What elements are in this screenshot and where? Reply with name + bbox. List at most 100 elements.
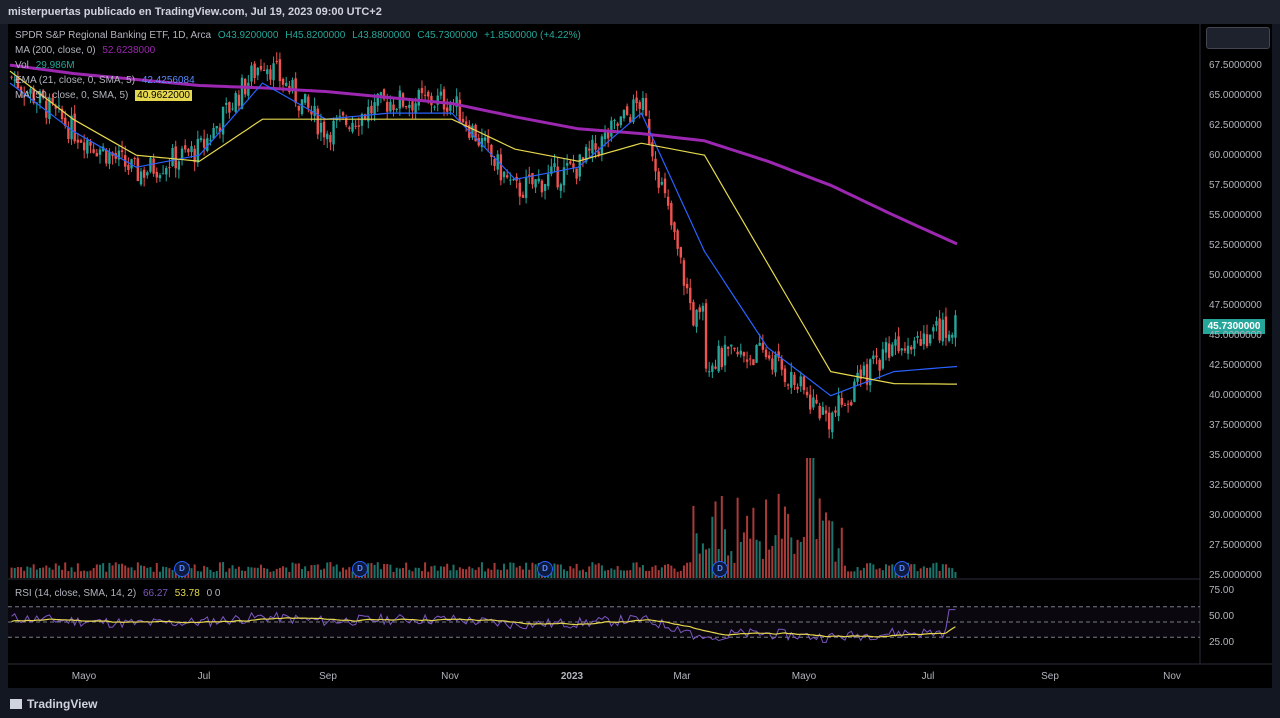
candle-body <box>793 374 796 385</box>
candle-body <box>689 287 692 304</box>
volume-bar <box>269 571 272 578</box>
volume-bar <box>622 570 625 578</box>
volume-bar <box>790 537 793 578</box>
rsi-tick: 75.00 <box>1209 585 1235 596</box>
candle-body <box>23 95 26 97</box>
volume-bar <box>919 568 922 578</box>
candle-body <box>692 302 695 326</box>
volume-bar <box>117 564 120 578</box>
volume-bar <box>458 567 461 578</box>
volume-bar <box>80 571 83 578</box>
candle-body <box>354 125 357 127</box>
volume-bar <box>664 564 667 578</box>
volume-bar <box>443 566 446 578</box>
volume-bar <box>348 567 351 578</box>
candle-body <box>266 69 269 75</box>
rsi-line <box>11 609 956 644</box>
candle-body <box>824 410 828 414</box>
candle-body <box>875 355 878 358</box>
volume-bar <box>948 567 951 578</box>
candle-body <box>780 358 784 370</box>
candle-body <box>26 92 29 94</box>
candle-body <box>38 91 42 103</box>
volume-bar <box>111 565 114 578</box>
scale-settings-button[interactable] <box>1206 27 1270 49</box>
candle-body <box>370 105 373 114</box>
volume-bar <box>585 571 588 578</box>
candle-body <box>351 122 354 132</box>
volume-bar <box>723 529 726 578</box>
volume-bar <box>490 569 493 578</box>
volume-bar <box>834 561 837 578</box>
candle-body <box>499 154 503 181</box>
candle-body <box>512 179 515 181</box>
volume-bar <box>351 571 354 578</box>
volume-bar <box>869 562 872 578</box>
candle-body <box>250 65 253 82</box>
candle-body <box>404 105 408 108</box>
volume-bar <box>13 567 16 578</box>
time-tick: Mar <box>673 671 691 682</box>
legend-volume-row: Vol 29.986M <box>15 60 75 71</box>
candle-body <box>483 137 487 141</box>
candle-body <box>338 115 342 117</box>
volume-bar <box>878 568 881 578</box>
ma50-line <box>9 70 957 385</box>
volume-bar <box>711 516 714 578</box>
candle-body <box>262 69 266 71</box>
volume-bar <box>155 562 158 578</box>
candle-body <box>670 202 673 226</box>
candle-body <box>868 359 872 386</box>
candle-body <box>730 344 733 347</box>
candle-body <box>139 171 143 185</box>
volume-bar <box>196 571 199 578</box>
volume-bar <box>487 568 490 578</box>
candle-body <box>941 319 944 342</box>
volume-bar <box>244 570 247 578</box>
volume-bar <box>708 548 711 578</box>
candle-body <box>714 366 717 369</box>
dividend-badge[interactable]: D <box>894 561 910 577</box>
volume-bar <box>559 564 562 578</box>
volume-bar <box>597 563 600 578</box>
candle-body <box>834 410 837 413</box>
ohlc-low: L43.8800000 <box>352 30 411 41</box>
candle-body <box>389 101 392 112</box>
candle-body <box>474 124 477 142</box>
price-tick: 35.0000000 <box>1209 450 1262 461</box>
volume-bar <box>42 567 45 578</box>
tradingview-logo[interactable]: TradingView <box>10 697 97 711</box>
volume-bar <box>342 567 345 578</box>
candle-body <box>64 117 67 127</box>
candle-body <box>41 90 45 98</box>
dividend-badge[interactable]: D <box>712 561 728 577</box>
candle-body <box>117 150 121 160</box>
price-tick: 30.0000000 <box>1209 510 1262 521</box>
candle-body <box>745 359 749 362</box>
volume-bar <box>165 567 168 578</box>
volume-bar <box>263 568 266 578</box>
candle-body <box>51 97 54 104</box>
candle-body <box>575 168 578 179</box>
candle-body <box>19 86 23 93</box>
legend-rsi-row: RSI (14, close, SMA, 14, 2) 66.27 53.78 … <box>15 588 220 599</box>
volume-bar <box>133 570 136 578</box>
dividend-badge[interactable]: D <box>174 561 190 577</box>
volume-bar <box>297 563 300 578</box>
candle-body <box>771 358 774 370</box>
candle-body <box>799 376 802 387</box>
dividend-badge[interactable]: D <box>352 561 368 577</box>
volume-bar <box>102 563 105 578</box>
volume-bar <box>866 563 869 578</box>
candle-body <box>850 402 853 406</box>
volume-bar <box>225 571 228 578</box>
volume-bar <box>152 571 155 578</box>
candle-body <box>853 381 856 402</box>
volume-bar <box>146 567 149 578</box>
volume-bar <box>499 570 502 578</box>
candle-body <box>29 88 32 94</box>
candle-body <box>92 149 95 153</box>
dividend-badge[interactable]: D <box>537 561 553 577</box>
volume-bar <box>847 571 850 578</box>
